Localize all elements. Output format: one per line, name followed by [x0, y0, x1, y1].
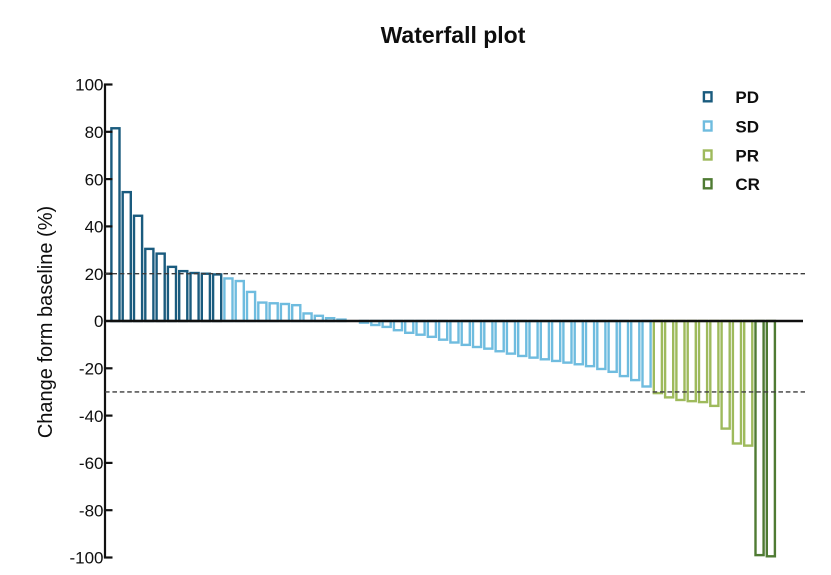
svg-text:PD: PD — [735, 88, 759, 107]
svg-text:-100: -100 — [69, 549, 103, 568]
svg-text:Waterfall plot: Waterfall plot — [381, 22, 526, 48]
svg-text:PR: PR — [735, 146, 759, 165]
svg-text:0: 0 — [94, 312, 103, 331]
svg-text:-20: -20 — [79, 360, 104, 379]
svg-text:20: 20 — [85, 265, 104, 284]
svg-text:CR: CR — [735, 175, 760, 194]
svg-text:100: 100 — [75, 76, 103, 95]
svg-text:-40: -40 — [79, 407, 104, 426]
svg-text:-60: -60 — [79, 454, 104, 473]
svg-text:80: 80 — [85, 123, 104, 142]
svg-text:60: 60 — [85, 170, 104, 189]
svg-text:40: 40 — [85, 218, 104, 237]
svg-text:Change form baseline (%): Change form baseline (%) — [35, 206, 57, 438]
svg-text:-80: -80 — [79, 501, 104, 520]
svg-text:SD: SD — [735, 117, 759, 136]
